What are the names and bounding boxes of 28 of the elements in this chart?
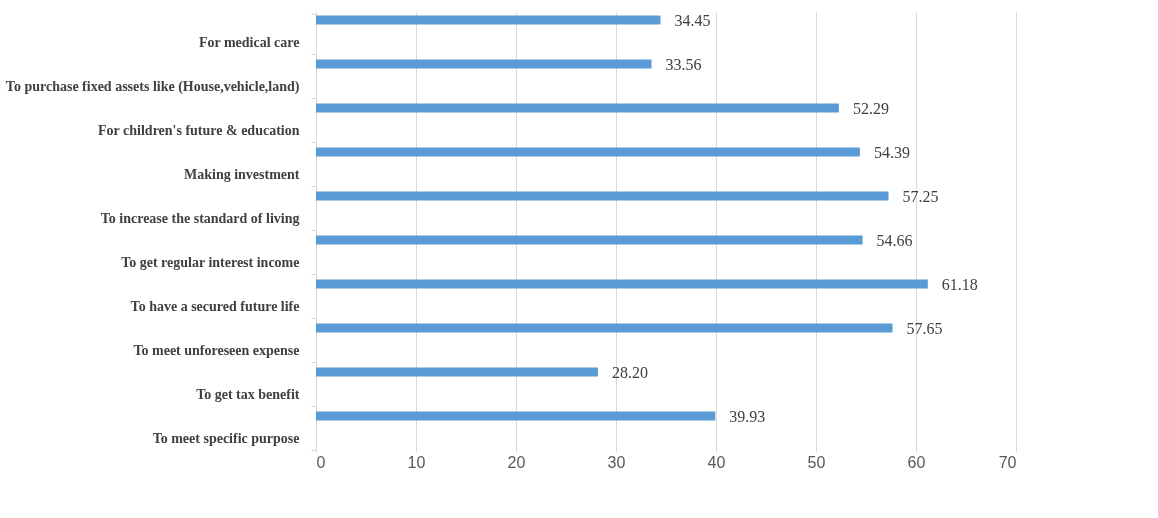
y-tick-label: To purchase fixed assets like (House,vehicle,land) (5, 78, 300, 95)
y-tick-label: Making investment (184, 166, 300, 182)
y-tick-label: To increase the standard of living (100, 210, 300, 226)
x-tick-label: 40 (707, 453, 726, 471)
data-label: 57.25 (902, 188, 939, 205)
data-label: 52.29 (852, 100, 889, 117)
x-tick-label: 50 (807, 453, 826, 471)
x-tick-label: 60 (907, 453, 926, 471)
data-label: 54.66 (876, 232, 913, 249)
y-tick-label: To get tax benefit (196, 386, 300, 402)
y-tick-label: For children's future & education (98, 122, 300, 138)
y-tick-label: To meet unforeseen expense (133, 342, 300, 358)
y-tick-label: To get regular interest income (121, 254, 300, 270)
data-label: 57.65 (906, 320, 943, 337)
data-label: 33.56 (665, 56, 702, 73)
data-label: 39.93 (729, 408, 766, 425)
x-tick-label: 0 (316, 453, 326, 471)
x-tick-label: 10 (407, 453, 426, 471)
x-tick-label: 30 (607, 453, 626, 471)
y-tick-label: To meet specific purpose (152, 430, 300, 446)
x-tick-label: 20 (507, 453, 526, 471)
data-label: 54.39 (873, 144, 910, 161)
data-label: 34.45 (674, 12, 711, 29)
y-tick-label: For medical care (198, 34, 300, 50)
x-tick-label: 70 (998, 453, 1017, 471)
data-label: 28.20 (612, 364, 648, 381)
data-label: 61.18 (941, 276, 978, 293)
y-tick-label: To have a secured future life (130, 298, 300, 314)
